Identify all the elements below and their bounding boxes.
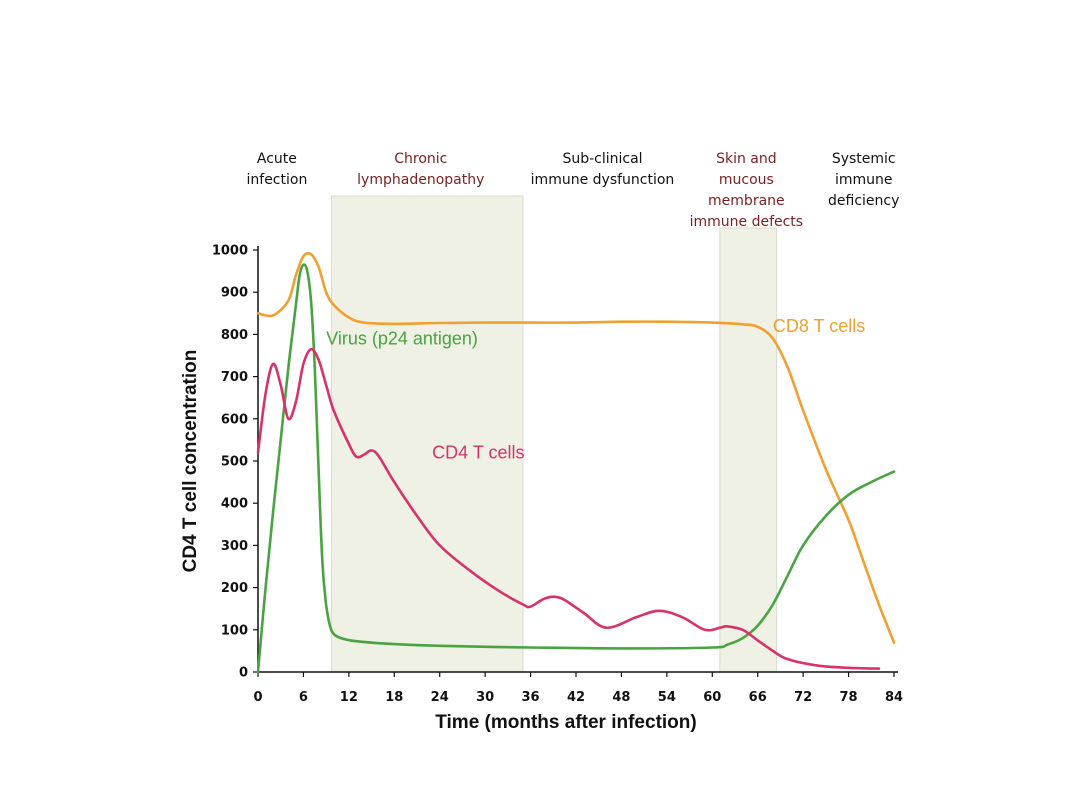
y-tick-label: 800: [221, 328, 248, 343]
phase-shade: [719, 227, 778, 673]
series-label-cd8-t-cells: CD8 T cells: [773, 316, 865, 336]
phase-label: Acute infection: [247, 151, 308, 188]
phase-labels: Acute infection Chronic lymphadenopathy Sub-…: [247, 151, 900, 230]
axes: [257, 246, 898, 673]
x-tick-label: 0: [253, 690, 262, 705]
phase-label: Chronic lymphadenopathy: [357, 151, 484, 188]
y-tick-label: 600: [221, 412, 248, 427]
series-label-cd4-t-cells: CD4 T cells: [432, 443, 524, 463]
phase-shade: [330, 195, 524, 673]
x-tick-label: 84: [885, 690, 903, 705]
phase-label: Systemic immune deficiency: [828, 151, 899, 209]
x-tick-label: 66: [749, 690, 767, 705]
series-labels: CD8 T cells Virus (p24 antigen) CD4 T cell…: [326, 316, 865, 463]
phase-label: Skin and mucous membrane immune defects: [690, 151, 804, 230]
y-tick-label: 500: [221, 455, 248, 470]
x-axis-title: Time (months after infection): [435, 712, 696, 733]
y-tick-label: 300: [221, 539, 248, 554]
x-tick-label: 30: [476, 690, 494, 705]
y-tick-label: 0: [239, 666, 248, 681]
x-tick-label: 6: [299, 690, 308, 705]
x-tick-label: 42: [567, 690, 585, 705]
series-line-cd4-t-cells: [256, 347, 881, 670]
series-lines: [256, 251, 896, 674]
x-tick-label: 78: [840, 690, 858, 705]
y-tick-label: 900: [221, 286, 248, 301]
y-ticks: 0 100 200 300 400 500 600 700 800 900 1000: [212, 244, 258, 681]
x-tick-label: 18: [385, 690, 403, 705]
y-axis-title: CD4 T cell concentration: [180, 350, 201, 573]
series-label-virus-p24-antigen: Virus (p24 antigen): [326, 329, 478, 349]
y-tick-label: 400: [221, 497, 248, 512]
y-tick-label: 100: [221, 623, 248, 638]
series-line-virus-p24-antigen: [256, 263, 896, 674]
x-tick-label: 54: [658, 690, 676, 705]
x-tick-label: 48: [612, 690, 630, 705]
x-tick-label: 12: [340, 690, 358, 705]
x-tick-label: 36: [522, 690, 540, 705]
x-tick-label: 24: [431, 690, 449, 705]
phase-label: Sub-clinical immune dysfunction: [531, 151, 675, 188]
series-line-cd8-t-cells: [256, 251, 896, 644]
x-tick-label: 72: [794, 690, 812, 705]
y-tick-label: 200: [221, 581, 248, 596]
x-tick-label: 60: [703, 690, 721, 705]
y-tick-label: 700: [221, 370, 248, 385]
phase-shading: [330, 195, 778, 673]
y-tick-label: 1000: [212, 244, 248, 259]
x-ticks: 0 6 12 18 24 30 36 42 48 54 60 66 72 78 84: [253, 672, 903, 705]
